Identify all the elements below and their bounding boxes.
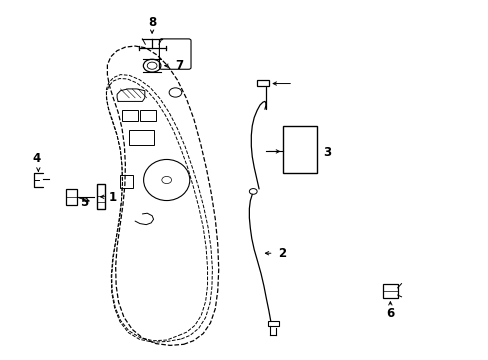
Text: 6: 6	[386, 307, 394, 320]
Text: 5: 5	[80, 195, 88, 209]
Bar	[66, 189, 77, 205]
Text: 4: 4	[33, 152, 41, 165]
Bar	[382, 284, 397, 298]
Bar	[122, 111, 137, 121]
Text: 7: 7	[174, 59, 183, 72]
Text: 8: 8	[148, 16, 156, 29]
Bar	[97, 184, 105, 208]
Bar	[119, 175, 133, 188]
Text: 3: 3	[323, 146, 330, 159]
Bar	[128, 130, 154, 145]
Bar	[140, 111, 156, 121]
Text: 1: 1	[109, 191, 117, 204]
Text: 2: 2	[278, 247, 286, 260]
Bar	[267, 321, 278, 327]
Bar	[283, 126, 317, 173]
